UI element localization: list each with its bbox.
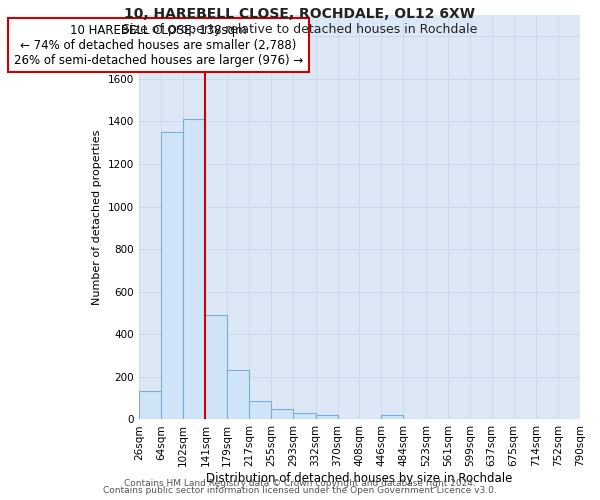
Text: 10 HAREBELL CLOSE: 138sqm
← 74% of detached houses are smaller (2,788)
26% of se: 10 HAREBELL CLOSE: 138sqm ← 74% of detac… bbox=[14, 24, 303, 66]
X-axis label: Distribution of detached houses by size in Rochdale: Distribution of detached houses by size … bbox=[206, 472, 512, 485]
Y-axis label: Number of detached properties: Number of detached properties bbox=[92, 130, 102, 305]
Bar bbox=[139, 390, 161, 420]
Bar bbox=[205, 315, 227, 420]
Bar bbox=[271, 409, 293, 420]
Text: Size of property relative to detached houses in Rochdale: Size of property relative to detached ho… bbox=[122, 22, 478, 36]
Bar bbox=[293, 413, 316, 420]
Text: Contains HM Land Registry data © Crown copyright and database right 2024.: Contains HM Land Registry data © Crown c… bbox=[124, 478, 476, 488]
Bar bbox=[227, 370, 249, 420]
Bar bbox=[249, 402, 271, 419]
Bar bbox=[183, 120, 205, 420]
Bar bbox=[161, 132, 183, 420]
Text: Contains public sector information licensed under the Open Government Licence v3: Contains public sector information licen… bbox=[103, 486, 497, 495]
Text: 10, HAREBELL CLOSE, ROCHDALE, OL12 6XW: 10, HAREBELL CLOSE, ROCHDALE, OL12 6XW bbox=[125, 8, 476, 22]
Bar bbox=[316, 415, 338, 420]
Bar bbox=[382, 415, 403, 420]
